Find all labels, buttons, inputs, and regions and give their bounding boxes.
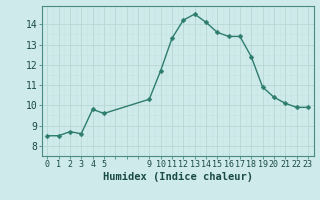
X-axis label: Humidex (Indice chaleur): Humidex (Indice chaleur) (103, 172, 252, 182)
